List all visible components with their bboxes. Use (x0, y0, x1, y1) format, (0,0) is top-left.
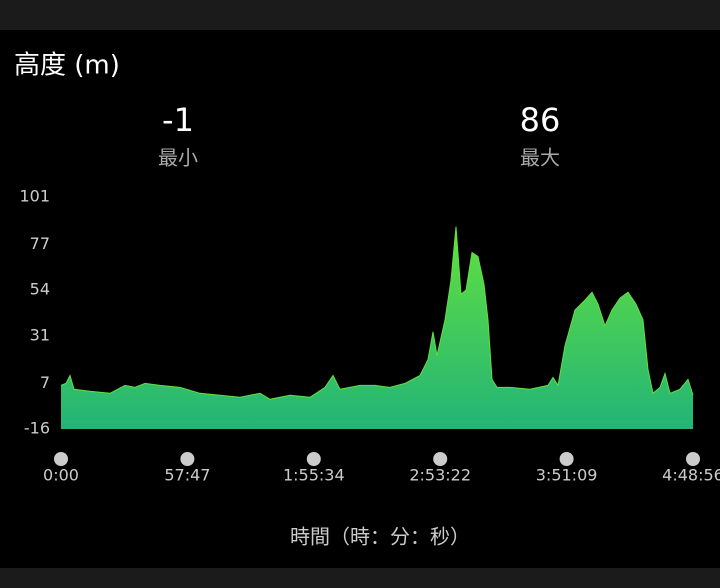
y-tick-label: 7 (40, 373, 50, 392)
y-tick-label: 54 (30, 280, 50, 299)
y-tick-label: 31 (30, 325, 50, 344)
y-tick-label: -16 (24, 419, 50, 438)
x-tick-label: 3:51:09 (536, 466, 598, 485)
stat-value: 86 (520, 101, 561, 139)
y-tick-label: 77 (30, 234, 50, 253)
x-tick-label: 57:47 (164, 466, 210, 485)
top-bar (0, 0, 720, 30)
x-tick-label: 1:55:34 (283, 466, 345, 485)
x-tick-dot (559, 452, 574, 466)
x-tick-dot (686, 452, 700, 466)
stat-label: 最小 (158, 146, 198, 170)
y-tick-label: 101 (19, 187, 50, 206)
x-tick-dot (306, 452, 321, 466)
stat-value: -1 (162, 101, 194, 139)
title: 高度 (m) (14, 51, 120, 81)
x-tick-dot (180, 452, 195, 466)
x-tick-dot (54, 452, 68, 466)
x-tick-label: 2:53:22 (409, 466, 471, 485)
stat-label: 最大 (520, 146, 560, 170)
area-line (60, 226, 694, 400)
x-tick-dot (433, 452, 448, 466)
x-axis-title: 時間（時：分：秒） (290, 525, 470, 549)
bottom-bar (0, 568, 720, 588)
x-tick-label: 0:00 (43, 466, 79, 485)
x-tick-label: 4:48:56 (662, 466, 720, 485)
area-fill (61, 226, 693, 429)
